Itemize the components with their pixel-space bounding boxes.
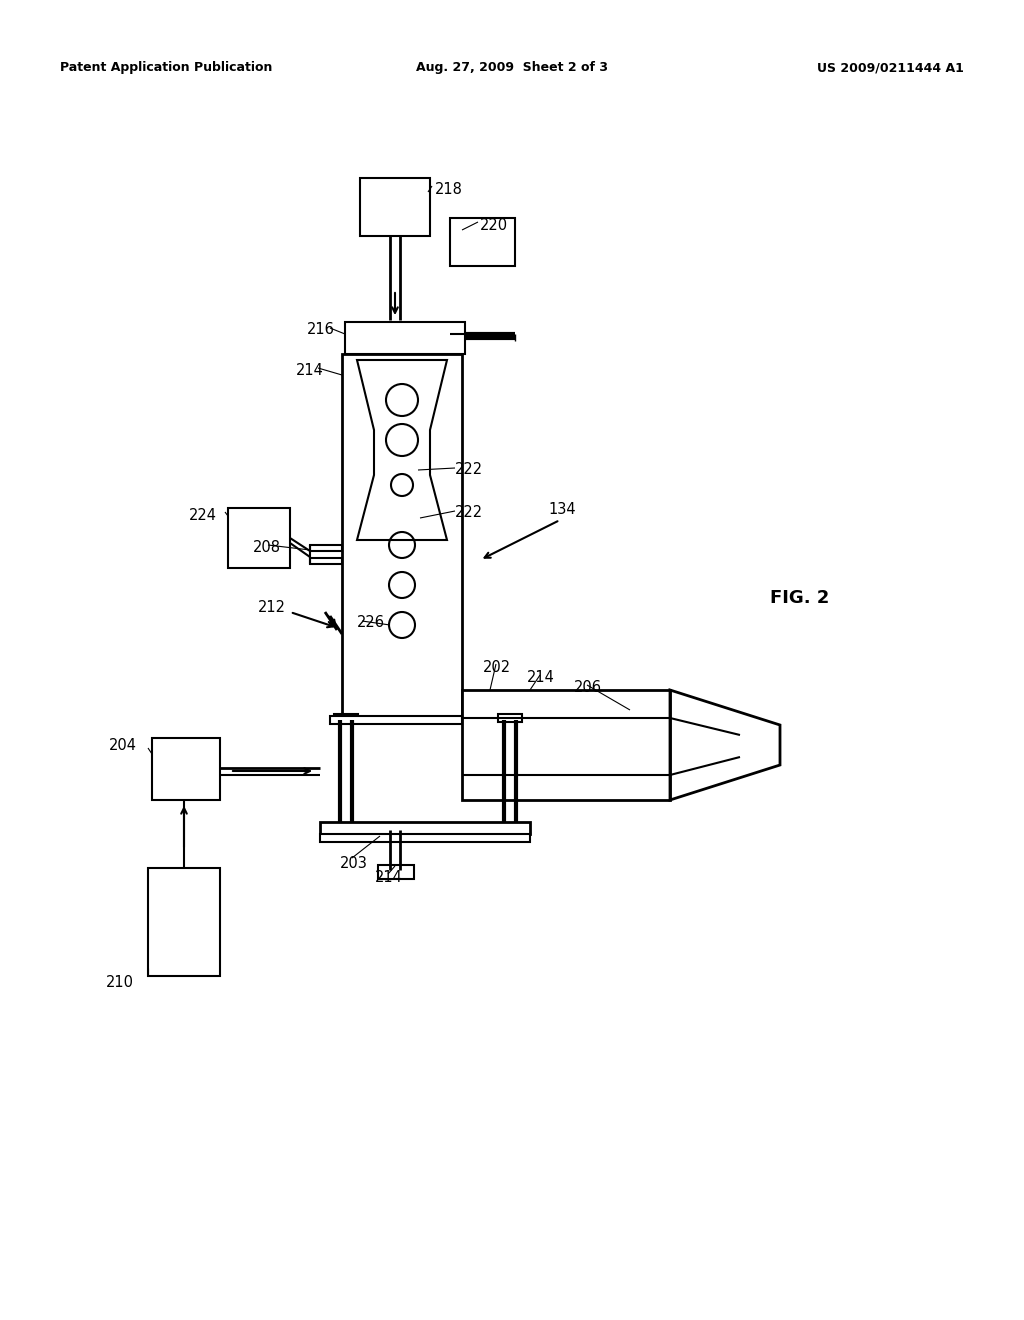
Bar xyxy=(334,714,358,722)
Text: 224: 224 xyxy=(189,508,217,523)
Bar xyxy=(152,738,220,800)
Bar xyxy=(319,822,530,834)
Text: 214: 214 xyxy=(527,671,555,685)
Text: 206: 206 xyxy=(574,680,602,696)
Bar xyxy=(462,690,670,800)
Text: US 2009/0211444 A1: US 2009/0211444 A1 xyxy=(817,62,964,74)
Text: 216: 216 xyxy=(307,322,335,337)
Text: 210: 210 xyxy=(106,975,134,990)
Bar xyxy=(342,354,462,719)
Text: 203: 203 xyxy=(340,855,368,871)
Text: 218: 218 xyxy=(435,182,463,197)
Text: 212: 212 xyxy=(258,601,286,615)
Text: 208: 208 xyxy=(253,540,281,554)
Text: Aug. 27, 2009  Sheet 2 of 3: Aug. 27, 2009 Sheet 2 of 3 xyxy=(416,62,608,74)
Bar xyxy=(228,508,290,568)
Text: Patent Application Publication: Patent Application Publication xyxy=(60,62,272,74)
Bar xyxy=(345,322,465,354)
Bar xyxy=(330,715,462,723)
Text: 214: 214 xyxy=(296,363,324,378)
Text: 222: 222 xyxy=(455,506,483,520)
Text: 202: 202 xyxy=(483,660,511,675)
Text: FIG. 2: FIG. 2 xyxy=(770,589,829,607)
Bar xyxy=(450,218,515,267)
Text: 204: 204 xyxy=(109,738,137,752)
Bar xyxy=(310,558,342,564)
Bar xyxy=(310,545,342,550)
Text: 220: 220 xyxy=(480,218,508,234)
Bar xyxy=(148,869,220,975)
Text: 222: 222 xyxy=(455,462,483,477)
Text: 134: 134 xyxy=(548,502,575,517)
Bar xyxy=(378,865,414,879)
Text: 226: 226 xyxy=(357,615,385,630)
Bar xyxy=(319,834,530,842)
Text: 214: 214 xyxy=(375,870,402,884)
Bar xyxy=(360,178,430,236)
Bar xyxy=(498,714,522,722)
